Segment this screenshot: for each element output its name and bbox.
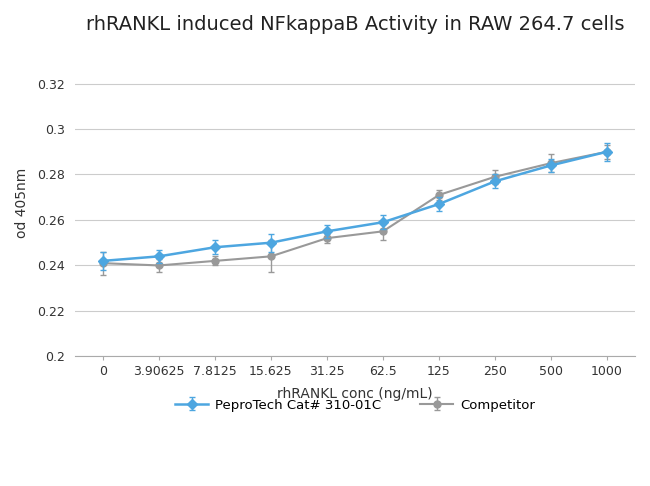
- Y-axis label: od 405nm: od 405nm: [15, 168, 29, 238]
- X-axis label: rhRANKL conc (ng/mL): rhRANKL conc (ng/mL): [277, 387, 433, 401]
- Title: rhRANKL induced NFkappaB Activity in RAW 264.7 cells: rhRANKL induced NFkappaB Activity in RAW…: [86, 15, 624, 34]
- Legend: PeproTech Cat# 310-01C, Competitor: PeproTech Cat# 310-01C, Competitor: [170, 393, 540, 417]
